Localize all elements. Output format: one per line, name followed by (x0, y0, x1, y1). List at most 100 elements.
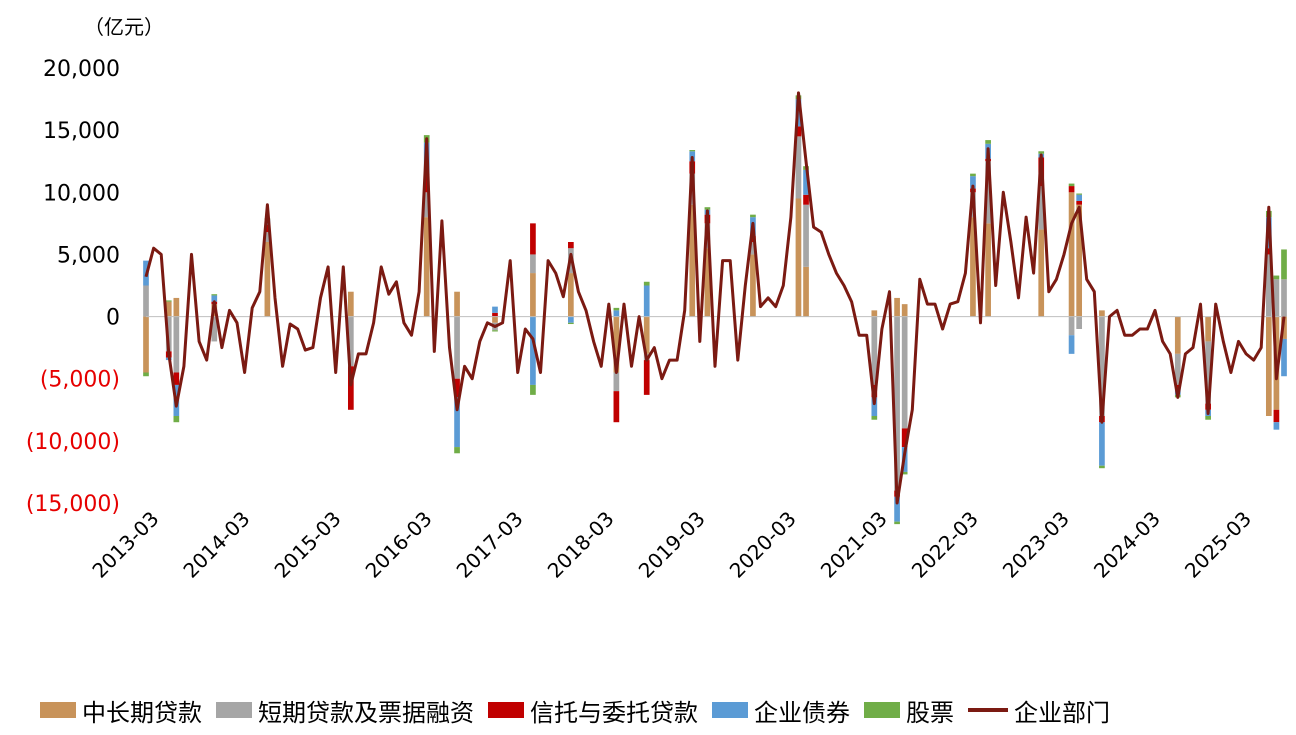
bar-segment-equity (1038, 151, 1045, 154)
bar-segment-mlt-loans (689, 204, 696, 317)
legend-swatch-corporate (968, 708, 1008, 712)
bar-segment-mlt-loans (1174, 316, 1181, 354)
bar-segment-trust-entrusted (803, 194, 809, 205)
y-tick-label: (15,000) (26, 492, 120, 517)
bar-segment-equity (750, 214, 756, 218)
bar-segment-corp-bonds (1281, 338, 1287, 377)
bar-segment-mlt-loans (530, 273, 536, 317)
bar-segment-corp-bonds (970, 176, 976, 189)
bar-segment-equity (643, 281, 650, 286)
bar-segment-trust-entrusted (795, 126, 802, 137)
bar-segment-short-loans (1038, 186, 1045, 230)
bar-segment-short-loans (211, 316, 218, 342)
bar-series (143, 95, 1287, 525)
bar-segment-mlt-loans (568, 273, 574, 317)
bar-segment-corp-bonds (1068, 335, 1075, 354)
bar-segment-mlt-loans (750, 254, 756, 317)
bar-segment-short-loans (1281, 279, 1287, 317)
y-tick-label: 20,000 (43, 57, 120, 82)
bar-segment-corp-bonds (1076, 194, 1083, 201)
x-tick-label: 2017-03 (452, 507, 528, 583)
bar-segment-mlt-loans (643, 316, 650, 354)
bar-segment-corp-bonds (492, 306, 498, 313)
bar-segment-mlt-loans (1099, 310, 1105, 317)
bar-segment-short-loans (871, 316, 878, 385)
bar-segment-trust-entrusted (1068, 186, 1075, 193)
bar-segment-mlt-loans (803, 266, 809, 317)
x-tick-label: 2016-03 (361, 507, 437, 583)
bar-segment-trust-entrusted (530, 223, 536, 255)
bar-segment-mlt-loans (985, 223, 991, 317)
y-tick-label: 15,000 (43, 119, 120, 144)
bar-segment-short-loans (901, 316, 908, 429)
bar-segment-equity (1281, 249, 1287, 280)
bar-segment-equity (1273, 275, 1280, 280)
x-tick-label: 2019-03 (634, 507, 710, 583)
series-line-corporate (144, 91, 1286, 505)
bar-segment-corp-bonds (530, 316, 536, 385)
bar-segment-trust-entrusted (264, 224, 271, 233)
legend-item-short-loans: 短期贷款及票据融资 (216, 693, 474, 728)
legend-item-equity: 股票 (864, 693, 954, 728)
bar-segment-short-loans (1265, 254, 1272, 317)
bar-segment-equity (613, 307, 620, 311)
bar-segment-mlt-loans (1068, 192, 1075, 317)
y-unit-label: （亿元） (84, 15, 164, 39)
bar-segment-equity (894, 521, 900, 525)
bar-segment-equity (143, 372, 149, 377)
bar-segment-trust-entrusted (1273, 409, 1280, 423)
bar-segment-short-loans (1068, 316, 1075, 336)
bar-segment-short-loans (143, 285, 149, 317)
x-tick-label: 2013-03 (87, 507, 163, 583)
x-tick-label: 2015-03 (270, 507, 346, 583)
bar-segment-short-loans (1076, 316, 1083, 329)
bar-segment-short-loans (1174, 353, 1181, 385)
bar-segment-corp-bonds (613, 310, 620, 317)
x-tick-label: 2018-03 (543, 507, 619, 583)
x-tick-label: 2024-03 (1089, 507, 1165, 583)
y-tick-label: 5,000 (57, 243, 120, 268)
legend-swatch-corp-bonds (712, 702, 748, 718)
bar-segment-mlt-loans (901, 304, 908, 317)
legend-swatch-short-loans (216, 702, 252, 718)
bar-segment-trust-entrusted (1265, 248, 1272, 255)
bar-segment-short-loans (894, 316, 900, 491)
bar-segment-mlt-loans (795, 198, 802, 317)
legend-item-corporate: 企业部门 (968, 693, 1110, 728)
bar-segment-short-loans (454, 316, 460, 379)
bar-segment-mlt-loans (1265, 316, 1272, 416)
bar-segment-mlt-loans (1076, 204, 1083, 317)
bar-segment-equity (689, 150, 696, 152)
bar-segment-mlt-loans (454, 291, 460, 317)
bar-segment-mlt-loans (347, 291, 354, 317)
bar-segment-equity (492, 330, 498, 332)
bar-segment-mlt-loans (871, 310, 878, 317)
bar-segment-equity (454, 447, 460, 454)
legend-label-corp-bonds: 企业债券 (754, 698, 850, 727)
legend-label-short-loans: 短期贷款及票据融资 (258, 698, 474, 727)
x-tick-label: 2022-03 (907, 507, 983, 583)
bar-segment-short-loans (173, 316, 180, 373)
bar-segment-trust-entrusted (423, 173, 430, 193)
bar-segment-trust-entrusted (1076, 200, 1083, 205)
legend-swatch-trust-entrusted (488, 702, 524, 718)
bar-segment-trust-entrusted (613, 391, 620, 423)
bar-segment-corp-bonds (803, 169, 809, 195)
bar-segment-equity (568, 322, 574, 325)
bar-segment-equity (211, 294, 218, 296)
bar-segment-corp-bonds (454, 397, 460, 448)
x-tick-label: 2021-03 (816, 507, 892, 583)
legend-swatch-equity (864, 702, 900, 718)
bar-segment-short-loans (264, 232, 271, 242)
bar-segment-equity (173, 416, 180, 423)
y-tick-label: 0 (106, 306, 120, 331)
x-tick-label: 2020-03 (725, 507, 801, 583)
bar-segment-short-loans (530, 254, 536, 274)
bar-segment-equity (871, 416, 878, 420)
bar-segment-short-loans (985, 161, 991, 224)
bar-segment-corp-bonds (568, 316, 574, 323)
bar-segment-short-loans (750, 242, 756, 255)
bar-segment-corp-bonds (1099, 422, 1105, 466)
bar-segment-short-loans (1273, 279, 1280, 317)
x-axis-tick-labels: 2013-03 2014-03 2015-03 2016-03 2017-03 2018-… (87, 507, 1256, 583)
